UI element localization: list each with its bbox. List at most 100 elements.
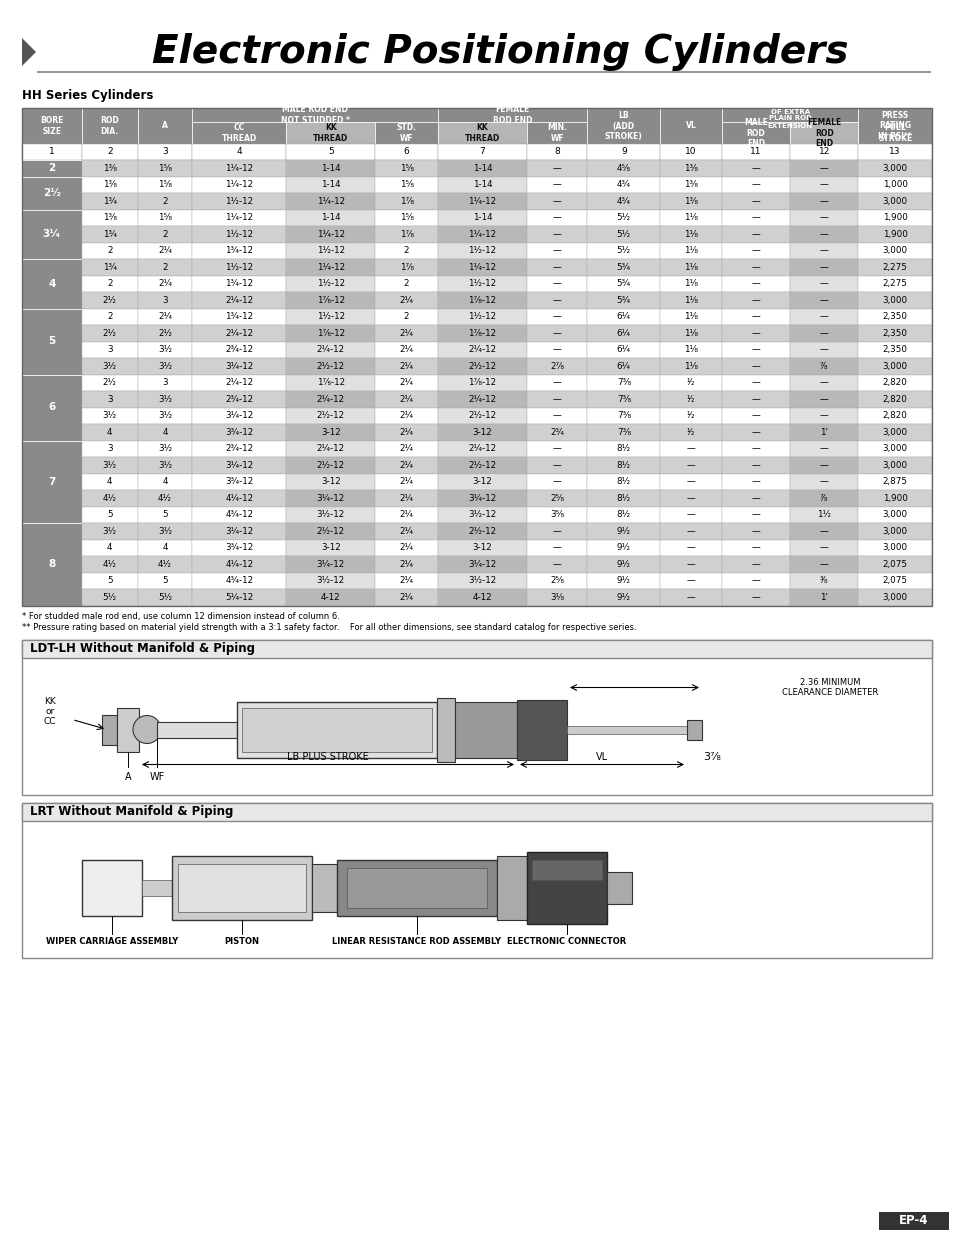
Bar bbox=[437, 291, 526, 309]
Text: 1⁵⁄₈: 1⁵⁄₈ bbox=[158, 180, 172, 189]
Text: 3,000: 3,000 bbox=[882, 461, 906, 469]
Bar bbox=[858, 506, 931, 522]
Text: 3,000: 3,000 bbox=[882, 445, 906, 453]
Bar bbox=[789, 291, 858, 309]
Bar bbox=[375, 441, 437, 457]
Bar bbox=[659, 473, 721, 490]
Circle shape bbox=[132, 715, 161, 743]
Bar bbox=[437, 589, 526, 605]
Bar bbox=[138, 275, 192, 291]
Text: 1¹⁄₈: 1¹⁄₈ bbox=[683, 295, 698, 305]
Text: 1¹⁄₂-12: 1¹⁄₂-12 bbox=[468, 279, 496, 288]
Text: 1¹⁄₈: 1¹⁄₈ bbox=[683, 362, 698, 370]
Bar bbox=[858, 457, 931, 473]
Text: —: — bbox=[686, 577, 695, 585]
Text: 5: 5 bbox=[48, 336, 55, 347]
Bar bbox=[721, 424, 789, 441]
Text: WF: WF bbox=[150, 772, 165, 782]
Bar bbox=[437, 144, 526, 161]
Bar bbox=[526, 573, 587, 589]
Text: 2¹⁄₄: 2¹⁄₄ bbox=[399, 543, 414, 552]
Bar bbox=[789, 177, 858, 193]
Bar bbox=[587, 408, 659, 424]
Text: 1¹⁄₈: 1¹⁄₈ bbox=[683, 214, 698, 222]
Text: 1¹⁄₄-12: 1¹⁄₄-12 bbox=[316, 230, 344, 238]
Bar bbox=[82, 226, 138, 242]
Bar bbox=[659, 342, 721, 358]
Bar bbox=[721, 144, 789, 161]
Text: 3¹⁄₂-12: 3¹⁄₂-12 bbox=[316, 510, 345, 519]
Bar bbox=[587, 275, 659, 291]
Text: 2,075: 2,075 bbox=[882, 577, 906, 585]
Bar bbox=[286, 506, 375, 522]
Text: —: — bbox=[552, 312, 561, 321]
Text: 1⁵⁄₈: 1⁵⁄₈ bbox=[158, 164, 172, 173]
Text: 2¹⁄₄: 2¹⁄₄ bbox=[158, 279, 172, 288]
Bar bbox=[721, 490, 789, 506]
Text: ROD
DIA.: ROD DIA. bbox=[100, 116, 119, 136]
Text: 7³⁄₈: 7³⁄₈ bbox=[616, 427, 630, 437]
Text: 3¹⁄₄-12: 3¹⁄₄-12 bbox=[225, 461, 253, 469]
Text: 2: 2 bbox=[48, 163, 55, 173]
Text: PULL
STROKE: PULL STROKE bbox=[877, 124, 911, 143]
Text: —: — bbox=[819, 164, 828, 173]
Bar bbox=[789, 473, 858, 490]
Text: 8: 8 bbox=[48, 559, 55, 569]
Bar bbox=[587, 342, 659, 358]
Text: A: A bbox=[162, 121, 168, 131]
Text: 5: 5 bbox=[328, 147, 334, 157]
Text: —: — bbox=[819, 180, 828, 189]
Text: STD.
WF: STD. WF bbox=[396, 124, 416, 143]
Text: —: — bbox=[552, 196, 561, 206]
Bar bbox=[659, 177, 721, 193]
Text: 3¹⁄₄: 3¹⁄₄ bbox=[43, 230, 61, 240]
Bar bbox=[721, 325, 789, 342]
Bar bbox=[858, 424, 931, 441]
Bar bbox=[659, 358, 721, 374]
Bar bbox=[242, 708, 432, 752]
Bar bbox=[375, 391, 437, 408]
Bar bbox=[789, 161, 858, 177]
Bar bbox=[82, 242, 138, 259]
Bar bbox=[858, 391, 931, 408]
Bar bbox=[22, 107, 931, 605]
Text: 2: 2 bbox=[107, 279, 112, 288]
Text: 3¹⁄₄-12: 3¹⁄₄-12 bbox=[468, 494, 496, 503]
Text: —: — bbox=[751, 164, 760, 173]
Text: 4: 4 bbox=[48, 279, 55, 289]
Text: 3¹⁄₂: 3¹⁄₂ bbox=[103, 362, 116, 370]
Bar bbox=[721, 506, 789, 522]
Text: 2,275: 2,275 bbox=[882, 263, 906, 272]
Text: Electronic Positioning Cylinders: Electronic Positioning Cylinders bbox=[152, 33, 847, 70]
Bar bbox=[587, 473, 659, 490]
Text: 1³⁄₄: 1³⁄₄ bbox=[103, 196, 116, 206]
Bar bbox=[858, 540, 931, 556]
Bar bbox=[437, 540, 526, 556]
Bar bbox=[526, 408, 587, 424]
Bar bbox=[286, 210, 375, 226]
Bar bbox=[437, 342, 526, 358]
Bar bbox=[375, 226, 437, 242]
Text: —: — bbox=[751, 329, 760, 337]
Bar bbox=[286, 226, 375, 242]
Text: 2¹⁄₄: 2¹⁄₄ bbox=[399, 510, 414, 519]
Bar bbox=[192, 161, 286, 177]
Bar bbox=[82, 860, 142, 915]
Bar bbox=[526, 506, 587, 522]
Bar bbox=[437, 242, 526, 259]
Text: —: — bbox=[686, 559, 695, 569]
Text: ¹⁄₂: ¹⁄₂ bbox=[686, 395, 695, 404]
Bar bbox=[789, 522, 858, 540]
Text: MIN.
WF: MIN. WF bbox=[547, 124, 567, 143]
Text: 4: 4 bbox=[162, 477, 168, 487]
Bar bbox=[659, 210, 721, 226]
Bar bbox=[526, 193, 587, 210]
Bar bbox=[721, 573, 789, 589]
Bar bbox=[192, 122, 286, 144]
Text: —: — bbox=[552, 180, 561, 189]
Text: 4¹⁄₂: 4¹⁄₂ bbox=[158, 559, 172, 569]
Text: —: — bbox=[751, 477, 760, 487]
Text: —: — bbox=[751, 543, 760, 552]
Bar bbox=[858, 473, 931, 490]
Text: 1,900: 1,900 bbox=[882, 230, 906, 238]
